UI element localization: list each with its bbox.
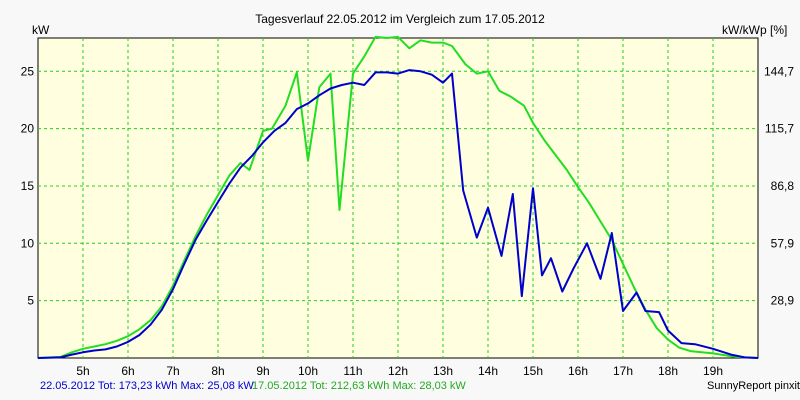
y-tick-label-right: 86,8 (771, 179, 795, 193)
series-layer (37, 35, 759, 359)
y-tick-label-right: 28,9 (771, 294, 795, 308)
x-tick-label: 16h (568, 364, 588, 378)
x-tick-label: 12h (388, 364, 408, 378)
grid (38, 38, 758, 358)
y-tick-label-left: 15 (21, 179, 35, 193)
x-tick-label: 8h (211, 364, 224, 378)
axis-ticks: 5h 6h 7h 8h 9h 10h 11h 12h 13h 14h 15h 16h 17h 18h 19h… (21, 64, 795, 378)
x-tick-label: 11h (343, 364, 362, 378)
y-tick-label-right: 57,9 (771, 236, 795, 250)
footer-summary-a: 22.05.2012 Tot: 173,23 kWh Max: 25,08 kW (40, 380, 254, 392)
x-tick-label: 9h (256, 364, 269, 378)
x-tick-label: 7h (166, 364, 179, 378)
x-tick-label: 17h (613, 364, 633, 378)
x-tick-label: 18h (658, 364, 678, 378)
x-tick-label: 10h (298, 364, 318, 378)
chart-title: Tagesverlauf 22.05.2012 im Vergleich zum… (255, 12, 545, 26)
x-tick-label: 14h (478, 364, 498, 378)
y-tick-label-right: 115,7 (765, 122, 794, 136)
y-axis-label-left: kW (32, 23, 50, 37)
y-tick-label-left: 20 (21, 122, 35, 136)
series-line (37, 69, 759, 359)
footer-credit: SunnyReport pinxit (707, 380, 800, 392)
x-tick-label: 13h (433, 364, 453, 378)
series-line (37, 35, 759, 359)
x-tick-label: 5h (76, 364, 89, 378)
y-tick-label-left: 25 (21, 64, 35, 78)
y-tick-label-left: 10 (21, 236, 35, 250)
y-axis-label-right: kW/kWp [%] (722, 23, 787, 37)
x-tick-label: 15h (523, 364, 543, 378)
x-tick-label: 6h (121, 364, 134, 378)
y-tick-label-left: 5 (27, 294, 34, 308)
x-tick-label: 19h (703, 364, 723, 378)
y-tick-label-right: 144,7 (764, 64, 794, 78)
footer-summary-b: 17.05.2012 Tot: 212,63 kWh Max: 28,03 kW (252, 380, 466, 392)
